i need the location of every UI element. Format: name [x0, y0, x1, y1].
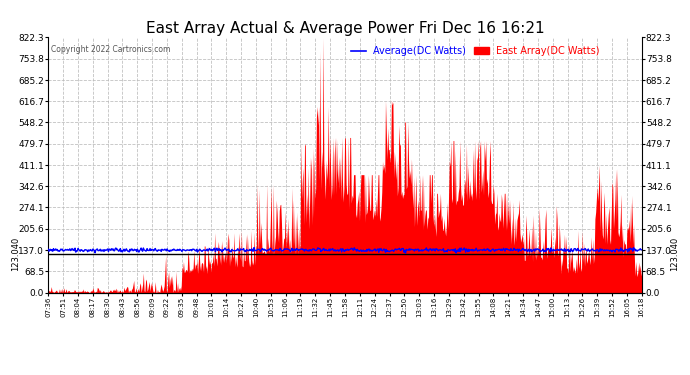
Title: East Array Actual & Average Power Fri Dec 16 16:21: East Array Actual & Average Power Fri De…	[146, 21, 544, 36]
Text: 123.040: 123.040	[11, 237, 20, 272]
Legend: Average(DC Watts), East Array(DC Watts): Average(DC Watts), East Array(DC Watts)	[347, 42, 604, 60]
Text: 123.040: 123.040	[670, 237, 679, 272]
Text: Copyright 2022 Cartronics.com: Copyright 2022 Cartronics.com	[51, 45, 170, 54]
